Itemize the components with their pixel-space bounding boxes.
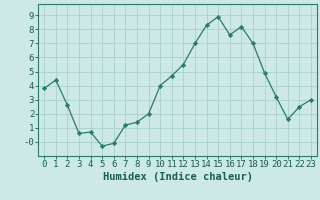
X-axis label: Humidex (Indice chaleur): Humidex (Indice chaleur) [103, 172, 252, 182]
